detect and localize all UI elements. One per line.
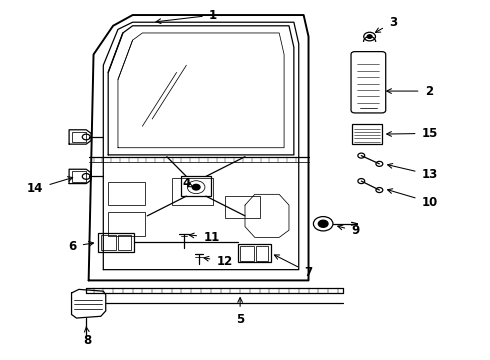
Text: 6: 6 xyxy=(68,240,94,253)
Text: 15: 15 xyxy=(387,127,438,140)
Bar xyxy=(72,132,86,142)
Text: 4: 4 xyxy=(182,177,193,190)
Text: 14: 14 xyxy=(27,177,73,195)
Bar xyxy=(98,233,134,252)
Circle shape xyxy=(318,220,328,227)
Text: 10: 10 xyxy=(388,189,438,209)
Bar xyxy=(101,235,116,250)
Bar xyxy=(108,212,145,235)
Bar xyxy=(256,246,269,261)
Text: 7: 7 xyxy=(274,255,313,279)
Bar xyxy=(181,176,211,196)
Bar xyxy=(352,125,382,144)
Text: 9: 9 xyxy=(338,224,360,238)
Bar xyxy=(240,246,254,261)
Bar xyxy=(172,178,213,205)
Bar xyxy=(238,244,271,262)
Text: 11: 11 xyxy=(189,231,220,244)
Text: 12: 12 xyxy=(204,255,233,268)
Bar xyxy=(118,235,131,250)
Bar xyxy=(108,182,145,205)
Text: 2: 2 xyxy=(387,85,433,98)
Text: 5: 5 xyxy=(236,298,244,327)
Bar xyxy=(72,171,86,182)
Text: 3: 3 xyxy=(375,16,397,32)
Circle shape xyxy=(367,35,372,39)
Text: 13: 13 xyxy=(388,163,438,181)
Bar xyxy=(225,196,260,218)
Text: 8: 8 xyxy=(83,327,92,347)
Circle shape xyxy=(192,184,200,190)
Text: 1: 1 xyxy=(156,9,217,23)
